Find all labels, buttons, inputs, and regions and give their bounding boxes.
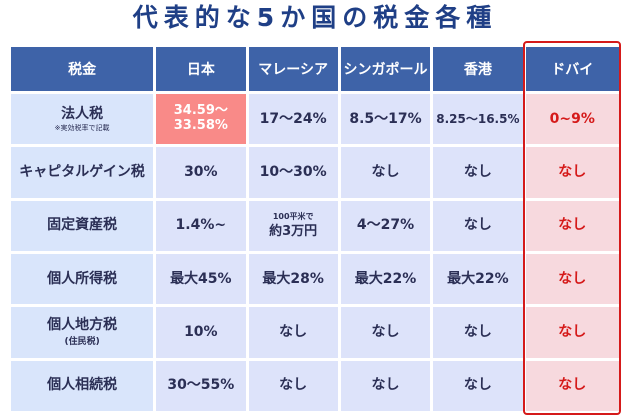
column-header-singapore: シンガポール: [340, 47, 431, 91]
singapore-property-tax-cell: 4～27%: [340, 200, 431, 251]
malaysia-property-tax-line1: 100平米で: [272, 212, 314, 222]
page-title: 代表的な5か国の税金各種: [132, 3, 498, 32]
hong-kong-local-tax-cell: なし: [433, 307, 523, 358]
dubai-corporate-tax-cell: 0~9%: [525, 94, 619, 145]
dubai-income-tax-cell: なし: [525, 253, 619, 305]
column-header-tax: 税金: [11, 47, 154, 91]
row-label-sub: (住民税): [64, 336, 100, 347]
table-row: 個人所得税 最大45% 最大28% 最大22% 最大22% なし: [11, 253, 619, 305]
table-row: キャピタルゲイン税 30% 10～30% なし なし なし: [11, 147, 619, 198]
malaysia-corporate-tax-cell: 17～24%: [248, 94, 338, 145]
japan-corporate-tax-cell: 34.59～ 33.58%: [156, 94, 246, 145]
row-label-property-tax: 固定資産税: [11, 200, 154, 251]
singapore-income-tax-cell: 最大22%: [340, 253, 431, 305]
tax-table-wrap: 税金 日本 マレーシア シンガポール 香港 ドバイ 法人税 ※実効税率で記載 3…: [8, 44, 622, 414]
japan-property-tax-cell: 1.4%~: [156, 200, 246, 251]
column-header-japan: 日本: [156, 47, 246, 91]
dubai-property-tax-cell: なし: [525, 200, 619, 251]
table-row: 個人相続税 30～55% なし なし なし なし: [11, 360, 619, 411]
dubai-inheritance-tax-cell: なし: [525, 360, 619, 411]
table-row: 固定資産税 1.4%~ 100平米で 約3万円 4～27% なし なし: [11, 200, 619, 251]
malaysia-local-tax-cell: なし: [248, 307, 338, 358]
table-row: 個人地方税 (住民税) 10% なし なし なし なし: [11, 307, 619, 358]
japan-corporate-tax-line2: 33.58%: [173, 118, 228, 134]
hong-kong-inheritance-tax-cell: なし: [433, 360, 523, 411]
japan-local-tax-cell: 10%: [156, 307, 246, 358]
column-header-hong-kong: 香港: [433, 47, 523, 91]
malaysia-inheritance-tax-cell: なし: [248, 360, 338, 411]
hong-kong-capital-gains-cell: なし: [433, 147, 523, 198]
dubai-capital-gains-cell: なし: [525, 147, 619, 198]
singapore-corporate-tax-cell: 8.5～17%: [340, 94, 431, 145]
malaysia-property-tax-line2: 約3万円: [269, 223, 318, 239]
japan-corporate-tax-line1: 34.59～: [173, 103, 228, 119]
row-label-capital-gains-tax: キャピタルゲイン税: [11, 147, 154, 198]
header-row: 税金 日本 マレーシア シンガポール 香港 ドバイ: [11, 47, 619, 91]
column-header-malaysia: マレーシア: [248, 47, 338, 91]
row-label-corporate-tax: 法人税 ※実効税率で記載: [11, 94, 154, 145]
row-label-note: ※実効税率で記載: [54, 124, 110, 133]
singapore-local-tax-cell: なし: [340, 307, 431, 358]
table-row: 法人税 ※実効税率で記載 34.59～ 33.58% 17～24% 8.5～17…: [11, 94, 619, 145]
japan-inheritance-tax-cell: 30～55%: [156, 360, 246, 411]
malaysia-capital-gains-cell: 10～30%: [248, 147, 338, 198]
hong-kong-property-tax-cell: なし: [433, 200, 523, 251]
malaysia-property-tax-cell: 100平米で 約3万円: [248, 200, 338, 251]
row-label-income-tax: 個人所得税: [11, 253, 154, 305]
row-label-local-tax: 個人地方税 (住民税): [11, 307, 154, 358]
tax-comparison-table: 税金 日本 マレーシア シンガポール 香港 ドバイ 法人税 ※実効税率で記載 3…: [8, 44, 622, 414]
singapore-capital-gains-cell: なし: [340, 147, 431, 198]
japan-income-tax-cell: 最大45%: [156, 253, 246, 305]
dubai-local-tax-cell: なし: [525, 307, 619, 358]
hong-kong-income-tax-cell: 最大22%: [433, 253, 523, 305]
singapore-inheritance-tax-cell: なし: [340, 360, 431, 411]
japan-capital-gains-cell: 30%: [156, 147, 246, 198]
hong-kong-corporate-tax-cell: 8.25～16.5%: [433, 94, 523, 145]
row-label-inheritance-tax: 個人相続税: [11, 360, 154, 411]
malaysia-income-tax-cell: 最大28%: [248, 253, 338, 305]
column-header-dubai: ドバイ: [525, 47, 619, 91]
row-label: 法人税: [61, 105, 104, 122]
row-label: 個人地方税: [47, 317, 118, 334]
